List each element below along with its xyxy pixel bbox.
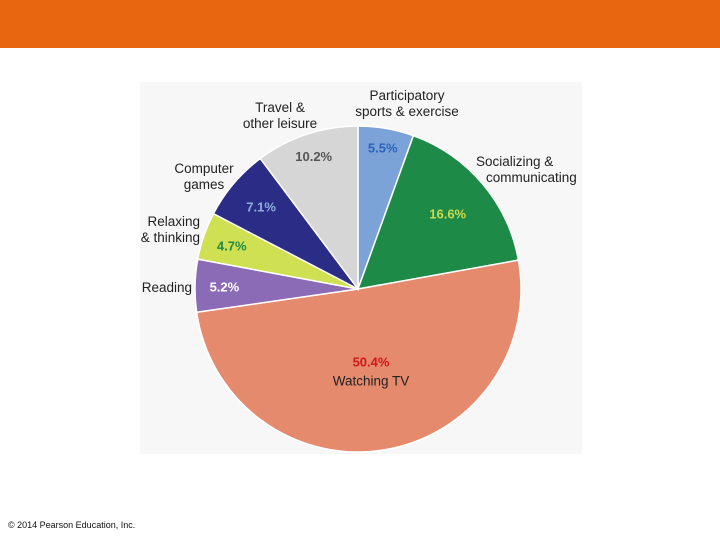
value-label-relaxing: 4.7% bbox=[217, 238, 247, 253]
value-label-tv: 50.4% bbox=[353, 354, 390, 369]
pie-slice-travel bbox=[259, 125, 359, 292]
category-label-sports: Participatory sports & exercise bbox=[355, 88, 459, 119]
category-label-tv: Watching TV bbox=[333, 373, 410, 388]
value-label-social: 16.6% bbox=[429, 206, 466, 221]
category-label-computer: Computer games bbox=[174, 161, 234, 192]
value-label-computer: 7.1% bbox=[246, 200, 276, 215]
category-label-relaxing: Relaxing & thinking bbox=[140, 214, 200, 245]
category-label-reading: Reading bbox=[141, 280, 192, 295]
value-label-travel: 10.2% bbox=[295, 149, 332, 164]
category-label-social: Socializing & communicating bbox=[476, 154, 577, 185]
copyright-footer: © 2014 Pearson Education, Inc. bbox=[8, 520, 136, 530]
slide-header-bar bbox=[0, 0, 720, 48]
pie-slice-social bbox=[356, 134, 520, 290]
value-label-sports: 5.5% bbox=[368, 141, 398, 156]
value-label-reading: 5.2% bbox=[210, 279, 240, 294]
category-label-travel: Travel & other leisure bbox=[242, 100, 318, 131]
pie-slice-tv bbox=[195, 259, 522, 453]
